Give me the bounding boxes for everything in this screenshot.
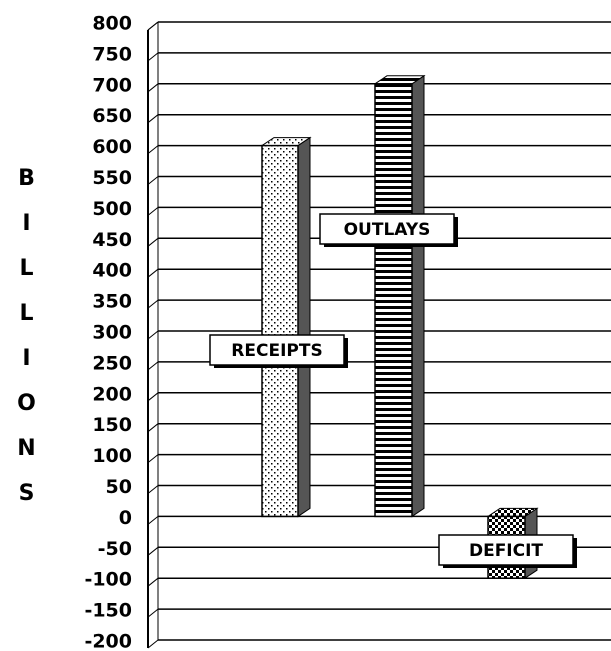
y-tick-label: 250 <box>92 352 132 374</box>
y-tick-label: 300 <box>92 322 132 344</box>
category-label: OUTLAYS <box>344 220 431 240</box>
bar-side <box>411 74 425 518</box>
bar <box>374 83 413 518</box>
y-axis-label: BILLIONS <box>14 166 39 526</box>
y-tick-label: 100 <box>92 445 132 467</box>
y-tick-label: -50 <box>98 538 132 560</box>
y-tick-label: 800 <box>92 13 132 35</box>
label-box <box>209 334 345 366</box>
grid-line <box>147 608 159 618</box>
label-box <box>438 534 574 566</box>
grid-line <box>147 268 159 278</box>
label-box <box>319 213 455 245</box>
grid-line <box>147 299 159 309</box>
grid-line <box>147 485 159 494</box>
y-tick-label: 700 <box>92 74 132 96</box>
y-tick-label: 0 <box>119 507 132 529</box>
grid-line <box>147 361 159 371</box>
bar-side <box>297 136 311 518</box>
grid-line <box>147 516 159 525</box>
y-tick-label: 50 <box>106 476 132 498</box>
grid-line <box>147 21 159 31</box>
y-tick-label: 650 <box>92 105 132 127</box>
grid-line <box>147 454 159 463</box>
bar <box>261 144 299 518</box>
grid-line <box>147 392 159 402</box>
y-tick-label: 600 <box>92 136 132 158</box>
category-label: DEFICIT <box>469 541 543 561</box>
grid-line <box>147 639 159 649</box>
grid-line <box>147 52 159 62</box>
grid-line <box>147 423 159 433</box>
category-label: RECEIPTS <box>231 341 322 361</box>
y-tick-label: 750 <box>92 43 132 65</box>
grid-line <box>147 207 159 216</box>
y-tick-label: 200 <box>92 383 132 405</box>
grid-line <box>147 577 159 587</box>
y-tick-label: -150 <box>84 600 132 622</box>
y-tick-label: -200 <box>84 631 132 651</box>
grid-line <box>147 176 159 185</box>
y-tick-label: 450 <box>92 229 132 251</box>
y-tick-label: 350 <box>92 291 132 313</box>
y-tick-label: -100 <box>84 569 132 591</box>
grid-line <box>147 145 159 154</box>
y-tick-label: 150 <box>92 414 132 436</box>
grid-line <box>147 83 159 93</box>
grid-line <box>147 546 159 556</box>
grid-line <box>147 114 159 124</box>
y-tick-label: 500 <box>92 198 132 220</box>
grid-line <box>147 330 159 340</box>
y-tick-label: 550 <box>92 167 132 189</box>
y-tick-label: 400 <box>92 260 132 282</box>
grid-line <box>147 237 159 247</box>
